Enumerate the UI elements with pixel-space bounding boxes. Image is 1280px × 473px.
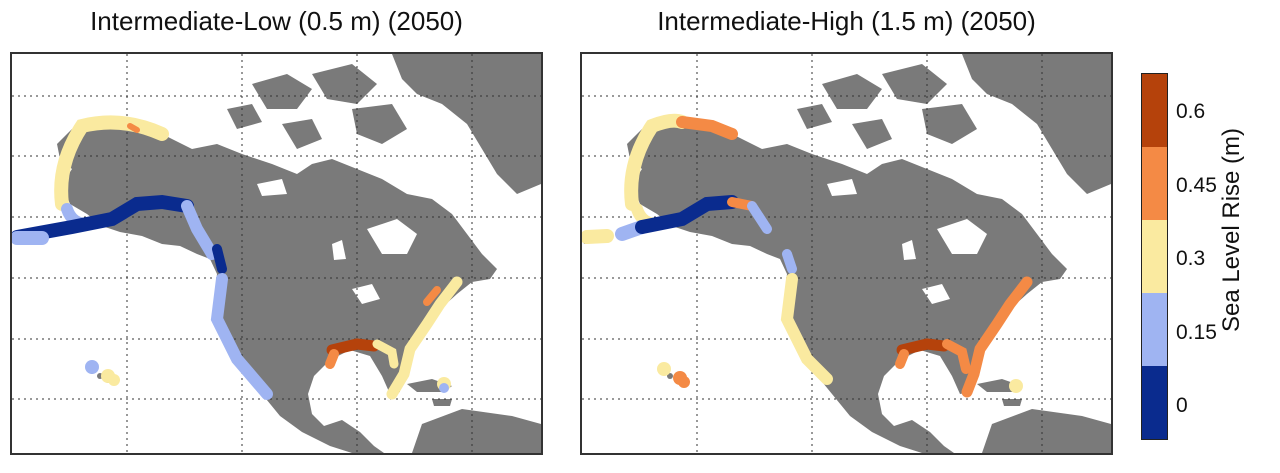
colorbar-segment (1142, 293, 1167, 366)
colorbar-tick: 0.6 (1176, 100, 1206, 123)
colorbar-segment (1142, 220, 1167, 293)
map-panel-right (580, 52, 1113, 455)
graticule (12, 54, 541, 453)
colorbar-segment (1142, 147, 1167, 220)
map-left (12, 54, 541, 453)
landmass (12, 54, 541, 453)
panel-title-right: Intermediate-High (1.5 m) (2050) (657, 6, 1036, 36)
slr-markers (582, 113, 1033, 398)
colorbar (1141, 73, 1168, 440)
colorbar-tick: 0.15 (1176, 321, 1217, 344)
panel-title-left: Intermediate-Low (0.5 m) (2050) (90, 6, 463, 36)
landmass (582, 54, 1111, 453)
colorbar-tick: 0.45 (1176, 174, 1217, 197)
colorbar-segment (1142, 366, 1167, 439)
map-right (582, 54, 1111, 453)
map-panel-left (10, 52, 543, 455)
slr-markers (12, 115, 463, 400)
colorbar-tick: 0 (1176, 394, 1188, 417)
graticule (582, 54, 1111, 453)
colorbar-segment (1142, 74, 1167, 147)
colorbar-label: Sea Level Rise (m) (1218, 127, 1245, 333)
colorbar-tick: 0.3 (1176, 247, 1206, 270)
